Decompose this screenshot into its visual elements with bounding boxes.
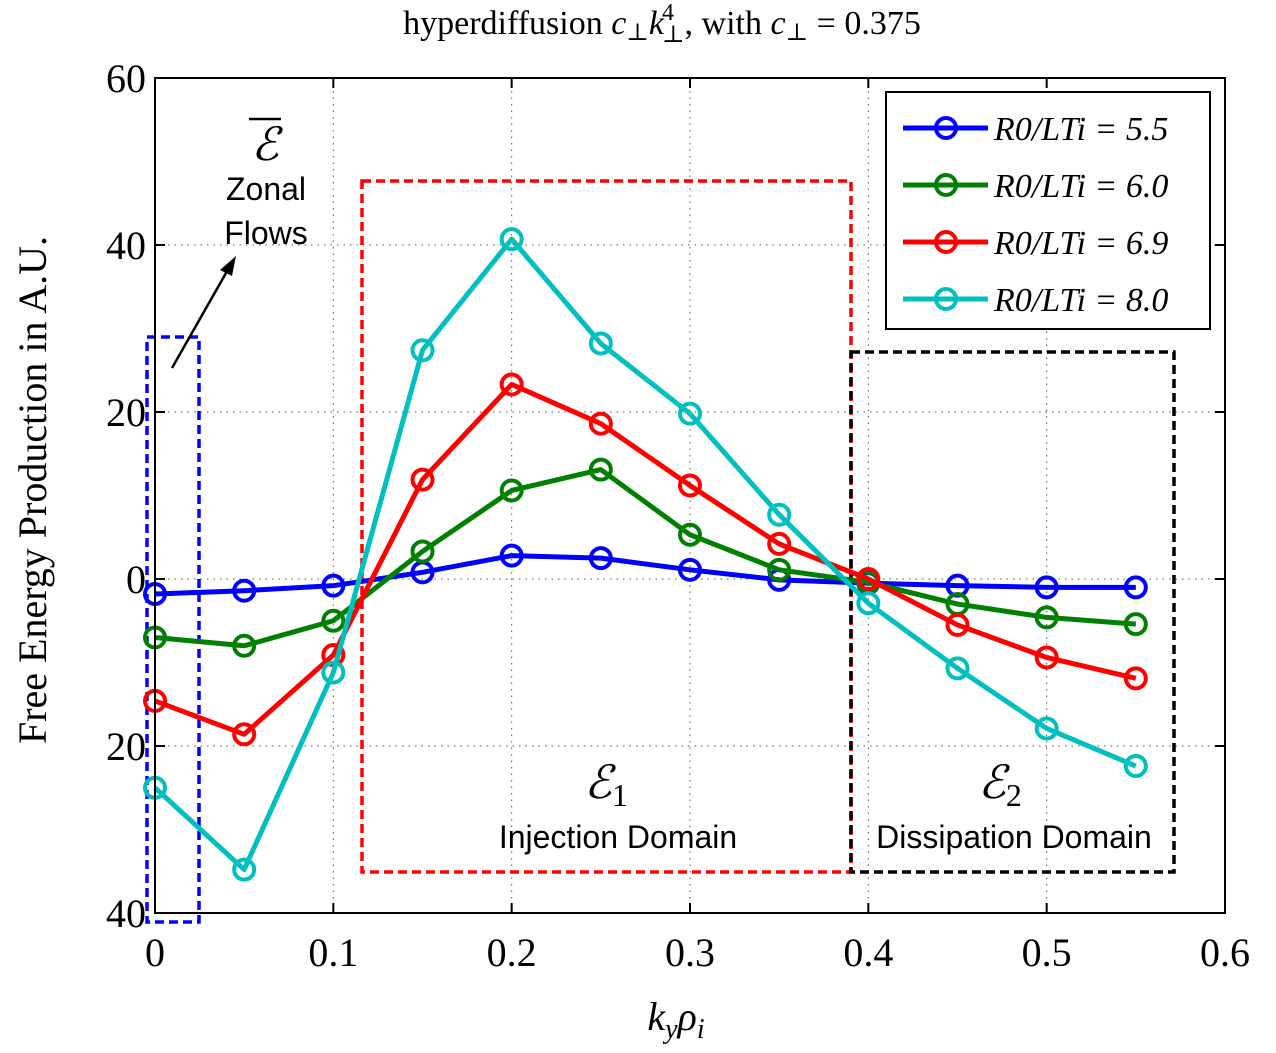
series-line-3	[154, 381, 1137, 737]
x-axis-label: kyρi	[647, 994, 704, 1045]
zonal-symbol: ℰ	[251, 119, 283, 170]
zonal-text-line1: Zonal	[226, 171, 306, 207]
data-point	[1123, 575, 1148, 600]
data-point	[1034, 605, 1059, 630]
data-point	[678, 401, 702, 426]
x-tick-label: 0	[145, 930, 165, 975]
data-point	[499, 543, 524, 568]
data-point	[1034, 575, 1059, 600]
series-line-2	[154, 467, 1137, 649]
legend: R0/LTi = 5.5 R0/LTi = 6.0 R0/LTi = 6.9 R0/L…	[885, 91, 1211, 330]
y-tick-label: 40	[106, 223, 146, 268]
zonal-annotation: ℰ Zonal Flows	[170, 117, 308, 369]
data-point	[588, 457, 613, 482]
y-tick-label: 20	[106, 724, 146, 769]
x-tick-label: 0.6	[1200, 930, 1250, 975]
y-tick-label: 40	[106, 891, 146, 936]
y-tick-label: 60	[106, 56, 146, 101]
legend-swatch-marker	[934, 230, 958, 254]
legend-label: R0/LTi = 5.5	[993, 111, 1168, 148]
zonal-arrow	[170, 265, 232, 369]
data-point	[499, 478, 524, 503]
legend-swatch-marker	[934, 287, 958, 311]
data-point	[856, 591, 881, 616]
data-point	[678, 522, 702, 547]
series-lines	[143, 227, 1148, 882]
zonal-arrowhead	[220, 256, 236, 276]
legend-swatch-marker	[934, 173, 958, 197]
y-tick-label: 0	[126, 557, 146, 602]
data-point	[232, 633, 257, 658]
injection-domain-box	[360, 179, 853, 874]
data-point	[232, 722, 257, 747]
injection-text: Injection Domain	[499, 819, 737, 855]
data-point	[767, 502, 792, 527]
data-point	[1034, 716, 1059, 741]
x-tick-label: 0.4	[843, 930, 893, 975]
legend-swatch-marker	[934, 116, 958, 140]
x-tick-label: 0.3	[665, 930, 715, 975]
x-tick-label: 0.2	[487, 930, 537, 975]
data-point	[588, 331, 613, 356]
injection-annotation: ℰ1 Injection Domain	[499, 757, 737, 855]
data-point	[232, 857, 257, 882]
x-tick-label: 0.1	[308, 930, 358, 975]
chart-title: hyperdiffusion c⊥k4 ⊥, with c⊥ = 0.375	[403, 0, 921, 48]
axes: 0 0.1 0.2 0.3 0.4 0.5 0.6 40 20 0 20 40 60	[106, 56, 1250, 975]
data-point	[321, 608, 346, 633]
dissipation-domain-box	[849, 350, 1176, 874]
y-axis-label: Free Energy Production in A.U.	[10, 236, 55, 744]
data-point	[588, 546, 613, 571]
data-point	[321, 660, 346, 685]
data-point	[945, 656, 970, 681]
dissipation-text: Dissipation Domain	[876, 819, 1152, 855]
data-point	[767, 557, 792, 582]
dissipation-annotation: ℰ2 Dissipation Domain	[876, 757, 1152, 855]
x-tick-label: 0.5	[1022, 930, 1072, 975]
data-point	[856, 567, 881, 591]
data-point	[321, 573, 346, 598]
data-point	[410, 467, 435, 492]
data-point	[499, 227, 524, 252]
data-point	[232, 578, 257, 603]
legend-label: R0/LTi = 8.0	[993, 282, 1168, 319]
data-point	[1123, 612, 1148, 637]
zonal-text-line2: Flows	[224, 215, 308, 251]
data-point	[410, 338, 435, 363]
data-point	[588, 411, 613, 436]
dissipation-symbol: ℰ2	[978, 757, 1022, 813]
data-point	[767, 531, 792, 556]
data-point	[1123, 754, 1148, 779]
data-point	[945, 612, 970, 637]
series-line-4	[153, 236, 1137, 873]
legend-label: R0/LTi = 6.9	[993, 225, 1168, 262]
y-tick-label: 20	[106, 390, 146, 435]
data-point	[678, 557, 702, 582]
series-line-1	[154, 553, 1136, 597]
injection-symbol: ℰ1	[584, 757, 628, 813]
data-point	[678, 473, 702, 498]
legend-label: R0/LTi = 6.0	[993, 168, 1168, 205]
data-point	[410, 539, 435, 564]
data-point	[499, 372, 524, 397]
data-point	[1123, 666, 1148, 691]
data-point	[1034, 645, 1059, 670]
